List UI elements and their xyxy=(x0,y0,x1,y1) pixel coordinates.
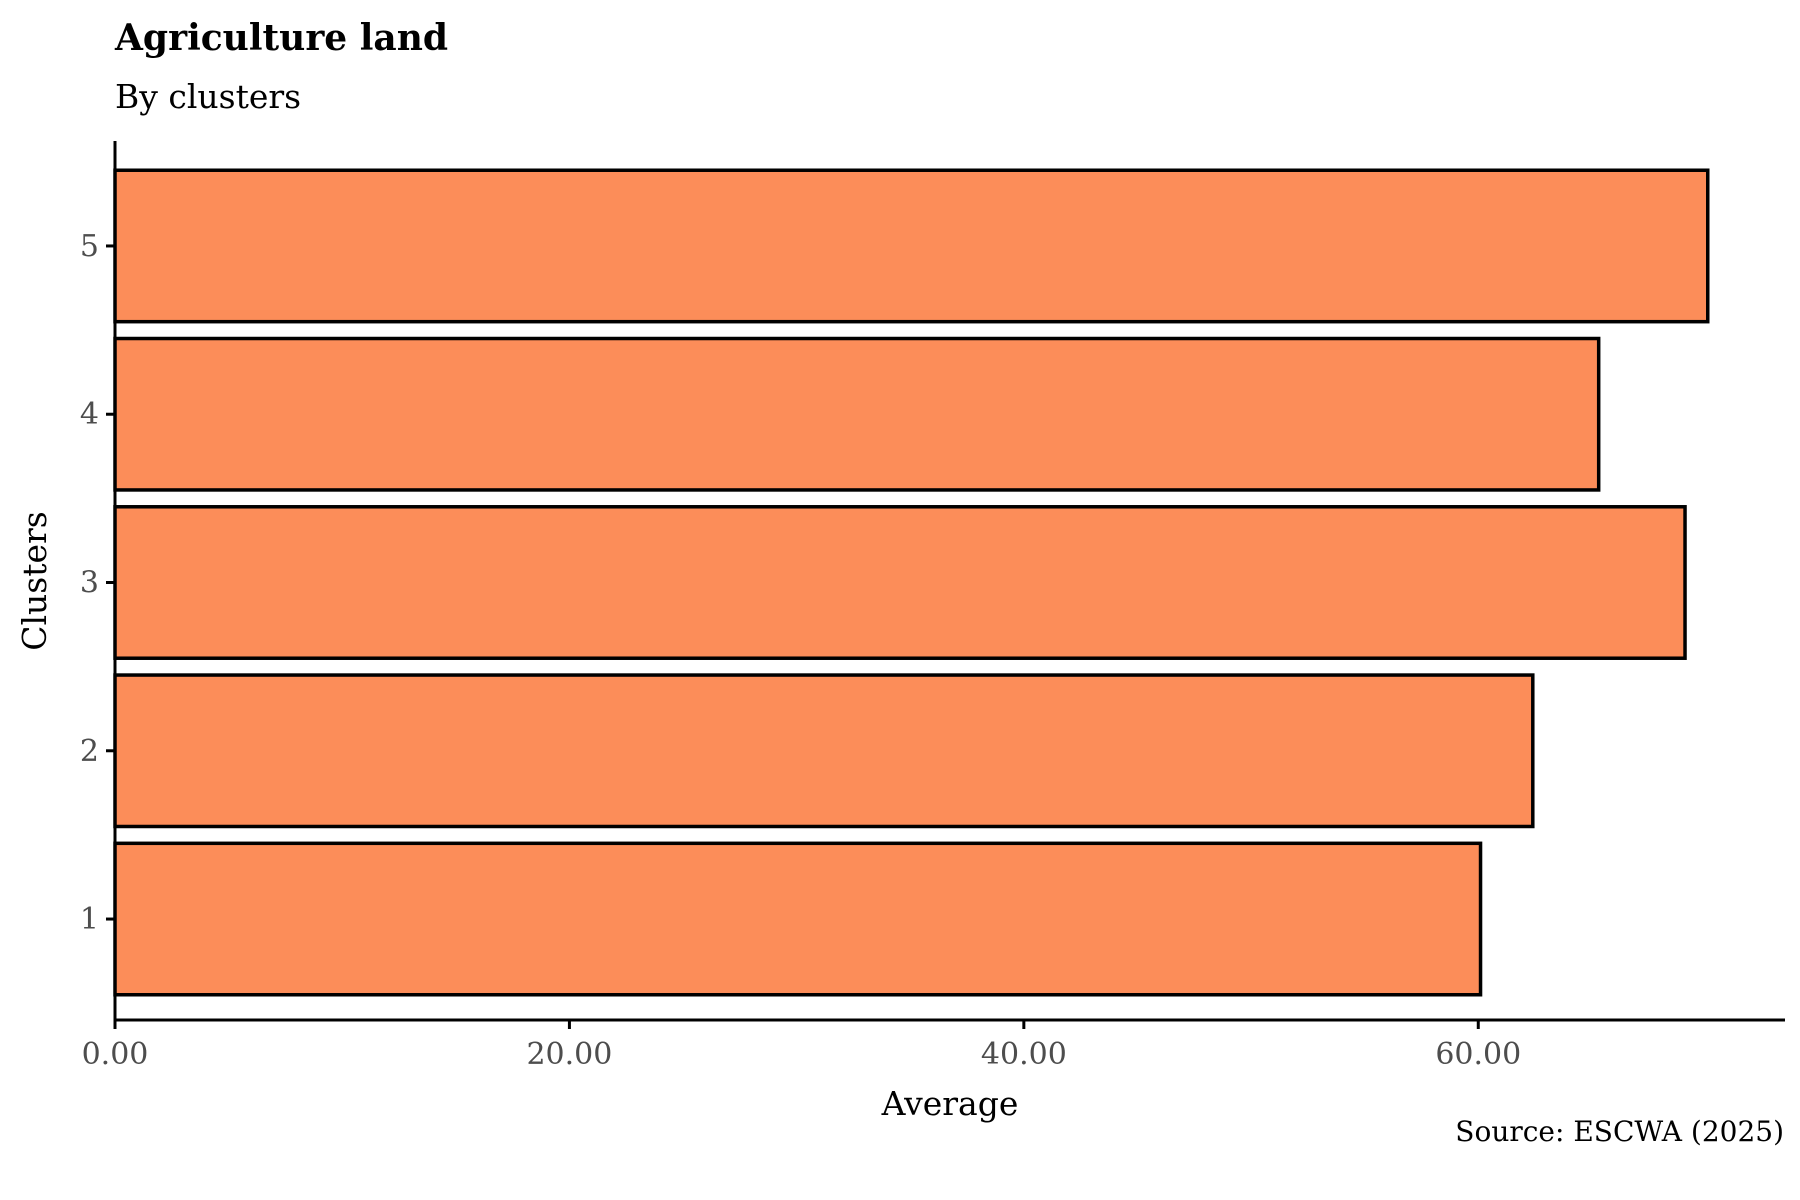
chart-title: Agriculture land xyxy=(114,17,448,59)
y-tick-label-2: 2 xyxy=(80,734,99,769)
y-tick-label-1: 1 xyxy=(80,902,99,937)
ticks-layer: 1 2 3 4 5 0.00 20.00 40.00 60.00 xyxy=(80,229,1521,1072)
x-tick-label-3: 60.00 xyxy=(1435,1037,1521,1072)
chart-subtitle: By clusters xyxy=(115,77,301,116)
axes-layer xyxy=(113,141,1785,1022)
y-tick-label-3: 3 xyxy=(80,566,99,601)
x-tick-label-1: 20.00 xyxy=(526,1037,612,1072)
y-tick-label-5: 5 xyxy=(80,229,99,264)
x-tick-label-0: 0.00 xyxy=(82,1037,149,1072)
x-axis-title: Average xyxy=(881,1084,1019,1123)
bar-cluster-4 xyxy=(113,336,1601,492)
bar-cluster-3 xyxy=(113,505,1687,660)
bar-cluster-5 xyxy=(113,168,1710,324)
y-axis-title: Clusters xyxy=(15,511,54,651)
bar-cluster-1 xyxy=(113,841,1483,997)
x-tick-label-2: 40.00 xyxy=(981,1037,1067,1072)
source-caption: Source: ESCWA (2025) xyxy=(1455,1115,1784,1148)
y-tick-label-4: 4 xyxy=(80,397,99,432)
bar-cluster-2 xyxy=(113,673,1535,829)
bars-layer xyxy=(113,168,1710,997)
